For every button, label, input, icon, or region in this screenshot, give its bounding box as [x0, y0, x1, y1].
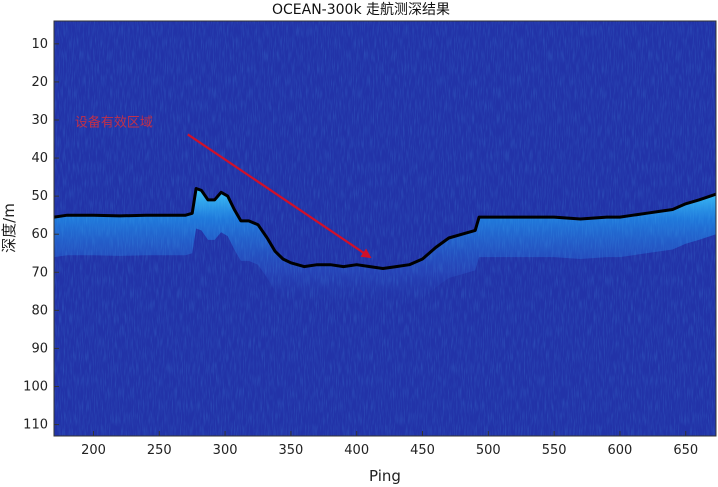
annotation-layer: 设备有效区域	[75, 114, 372, 259]
y-tick-label: 30	[31, 113, 48, 128]
plot-frame	[53, 20, 717, 437]
y-axis-ticks: 10 20 30 40 50 60 70 80 90 100 110	[23, 37, 59, 433]
y-tick-label: 50	[31, 189, 48, 204]
seabed-bottom-line	[54, 187, 716, 270]
y-tick-label: 80	[31, 303, 48, 318]
x-tick-label: 200	[81, 443, 106, 458]
y-tick-label: 70	[31, 265, 48, 280]
y-tick-label: 100	[23, 380, 48, 395]
x-axis-title: Ping	[369, 467, 401, 485]
y-tick-label: 10	[31, 37, 48, 52]
y-tick-label: 90	[31, 341, 48, 356]
annotation-arrow	[187, 133, 372, 259]
y-tick-label: 110	[23, 418, 48, 433]
y-axis-title: 深度/m	[0, 203, 18, 253]
x-tick-label: 350	[278, 443, 303, 458]
x-tick-label: 550	[542, 443, 567, 458]
y-tick-label: 20	[31, 75, 48, 90]
x-tick-label: 250	[147, 443, 172, 458]
x-tick-label: 500	[476, 443, 501, 458]
x-tick-label: 450	[410, 443, 435, 458]
annotation-text: 设备有效区域	[75, 114, 153, 130]
x-tick-label: 650	[673, 443, 698, 458]
x-tick-label: 300	[213, 443, 238, 458]
y-tick-label: 60	[31, 227, 48, 242]
noise-speckle	[54, 21, 716, 436]
chart-title: OCEAN-300k 走航测深结果	[272, 2, 450, 18]
x-axis-ticks: 200 250 300 350 400 450 500 550 600 650	[81, 431, 698, 458]
y-tick-label: 40	[31, 151, 48, 166]
x-tick-label: 600	[608, 443, 633, 458]
x-tick-label: 400	[344, 443, 369, 458]
echo-intensity-layer	[54, 21, 716, 436]
